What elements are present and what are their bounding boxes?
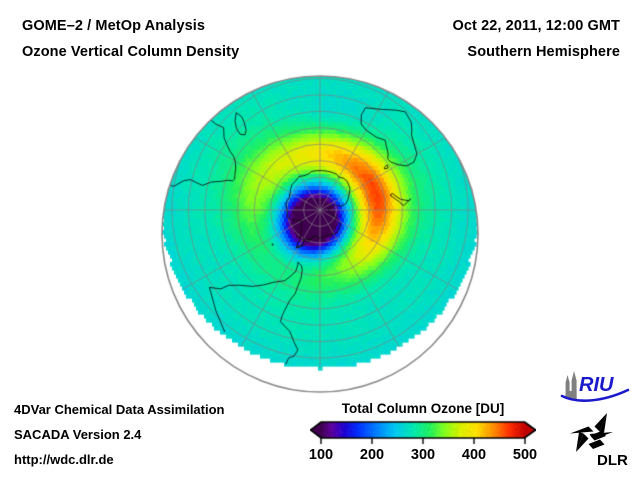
footer-version: SACADA Version 2.4 [14, 427, 141, 442]
svg-text:RIU: RIU [579, 374, 614, 396]
colorbar-tick-labels: 100 200 300 400 500 [296, 447, 550, 469]
svg-text:DLR: DLR [597, 452, 628, 469]
ozone-globe-map [160, 74, 480, 394]
ozone-globe-canvas [160, 74, 480, 394]
colorbar-tick-label: 200 [350, 447, 394, 463]
footer-method: 4DVar Chemical Data Assimilation [14, 402, 225, 417]
colorbar-gradient [310, 419, 536, 445]
colorbar-tick-label: 500 [503, 447, 547, 463]
colorbar-title: Total Column Ozone [DU] [310, 401, 536, 416]
footer-url: http://wdc.dlr.de [14, 452, 114, 467]
dlr-logo: DLR [566, 411, 630, 469]
riu-logo: RIU [560, 369, 630, 403]
header-timestamp: Oct 22, 2011, 12:00 GMT [452, 18, 620, 34]
colorbar-tick-label: 400 [452, 447, 496, 463]
colorbar-tick-label: 300 [401, 447, 445, 463]
header-region: Southern Hemisphere [467, 44, 620, 60]
colorbar [310, 419, 536, 445]
header-title-product: Ozone Vertical Column Density [22, 44, 239, 60]
colorbar-tick-label: 100 [299, 447, 343, 463]
header-title-instrument: GOME–2 / MetOp Analysis [22, 18, 205, 34]
